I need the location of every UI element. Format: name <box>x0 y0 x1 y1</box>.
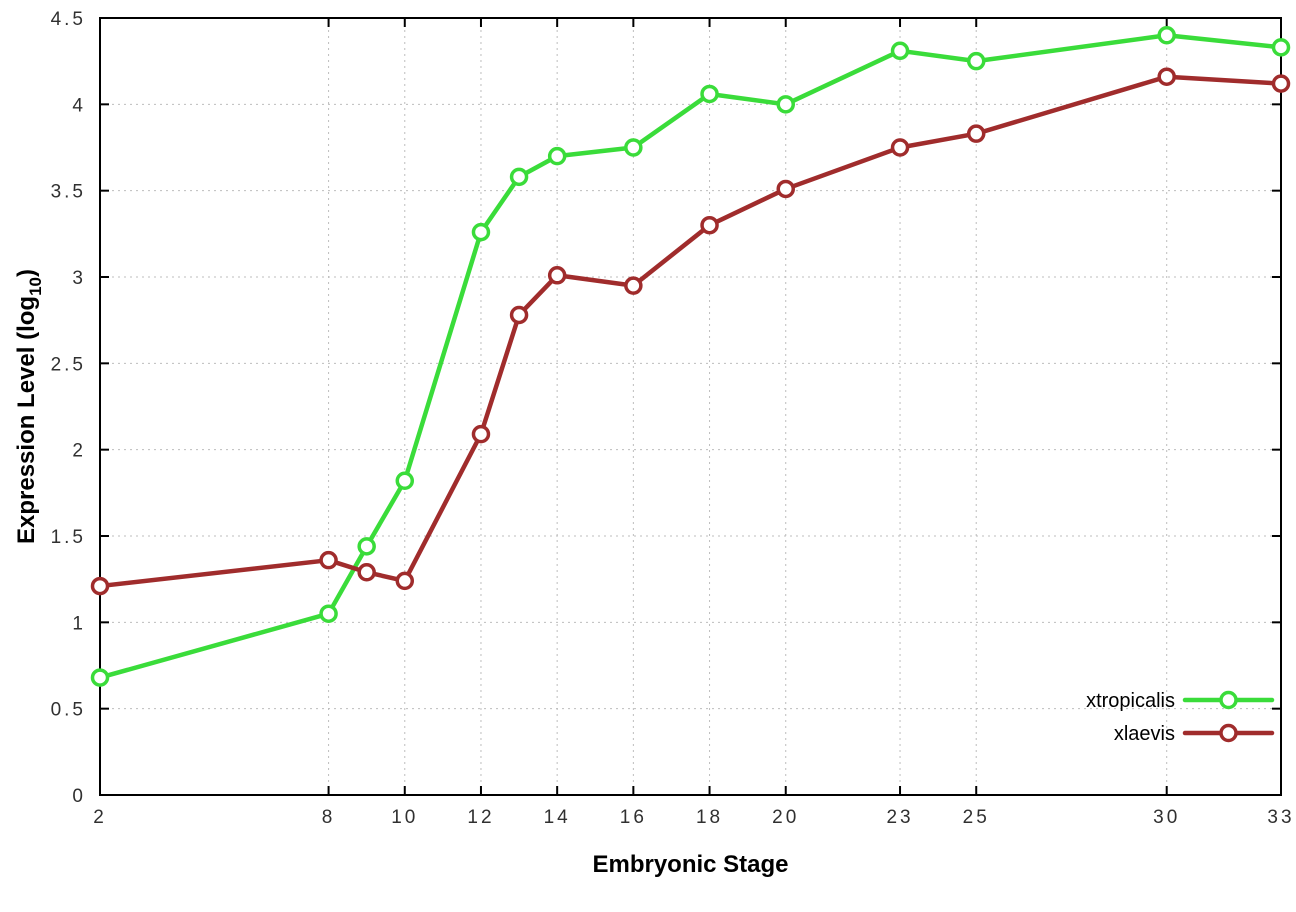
x-tick-label: 14 <box>544 807 571 828</box>
data-point-xlaevis <box>547 266 567 285</box>
x-tick-label: 33 <box>1267 807 1294 828</box>
legend-item-xtropicalis: xtropicalis <box>1086 690 1275 712</box>
y-tick-label: 0.5 <box>51 700 86 721</box>
series-xtropicalis <box>90 26 1291 687</box>
data-point-xtropicalis <box>509 167 529 187</box>
data-point-xtropicalis <box>395 471 415 490</box>
data-point-xlaevis <box>395 571 415 591</box>
data-point-xtropicalis <box>357 537 376 556</box>
data-point-xlaevis <box>624 276 643 295</box>
data-point-xlaevis <box>90 576 110 596</box>
data-point-xlaevis <box>319 550 338 570</box>
y-tick-label: 2 <box>72 441 86 462</box>
series-xlaevis <box>90 67 1291 596</box>
x-axis-label: Embryonic Stage <box>592 851 788 878</box>
legend-marker-sample <box>1219 690 1238 710</box>
data-point-xtropicalis <box>700 84 719 104</box>
data-point-xtropicalis <box>547 146 567 166</box>
legend-item-xlaevis: xlaevis <box>1114 723 1275 745</box>
data-point-xlaevis <box>357 563 376 582</box>
data-point-xtropicalis <box>1157 26 1176 45</box>
data-point-xlaevis <box>471 424 491 444</box>
data-point-xlaevis <box>1157 67 1176 86</box>
x-tick-label: 12 <box>467 807 494 828</box>
x-tick-label: 23 <box>886 807 913 828</box>
data-point-xlaevis <box>890 138 910 157</box>
data-point-xtropicalis <box>624 138 643 157</box>
data-point-xtropicalis <box>471 222 491 242</box>
data-point-xlaevis <box>509 305 529 325</box>
data-point-xlaevis <box>966 124 986 143</box>
x-tick-label: 30 <box>1153 807 1180 828</box>
x-tick-label: 16 <box>620 807 647 828</box>
x-tick-label: 20 <box>772 807 799 828</box>
legend: xtropicalis xlaevis <box>1086 690 1275 745</box>
y-tick-label: 3 <box>72 268 86 289</box>
data-point-xtropicalis <box>890 41 910 61</box>
data-point-xtropicalis <box>319 604 338 623</box>
x-tick-label: 2 <box>93 807 107 828</box>
legend-label-xtropicalis: xtropicalis <box>1086 690 1175 712</box>
series-line-xtropicalis <box>97 33 1284 680</box>
data-point-xlaevis <box>776 179 795 199</box>
x-tick-label: 25 <box>963 807 990 828</box>
data-point-xtropicalis <box>776 95 795 114</box>
x-tick-label: 10 <box>391 807 418 828</box>
data-point-xlaevis <box>1271 74 1291 93</box>
plot-border <box>99 17 1282 796</box>
data-point-xtropicalis <box>966 51 986 71</box>
y-tick-label: 1 <box>72 613 86 634</box>
legend-marker-sample <box>1219 723 1238 743</box>
data-point-xlaevis <box>700 215 719 235</box>
y-tick-label: 4.5 <box>51 9 86 30</box>
y-tick-label: 2.5 <box>51 354 86 375</box>
y-tick-label: 4 <box>72 95 86 116</box>
y-axis-label: Expression Level (log10) <box>13 269 45 544</box>
y-tick-label: 1.5 <box>51 527 86 548</box>
y-tick-label: 0 <box>72 786 86 807</box>
legend-label-xlaevis: xlaevis <box>1114 723 1175 745</box>
y-tick-label: 3.5 <box>51 182 86 203</box>
x-tick-label: 8 <box>322 807 336 828</box>
data-point-xtropicalis <box>90 668 110 687</box>
data-point-xtropicalis <box>1271 38 1291 57</box>
x-tick-label: 18 <box>696 807 723 828</box>
tick-marks <box>99 17 1282 796</box>
